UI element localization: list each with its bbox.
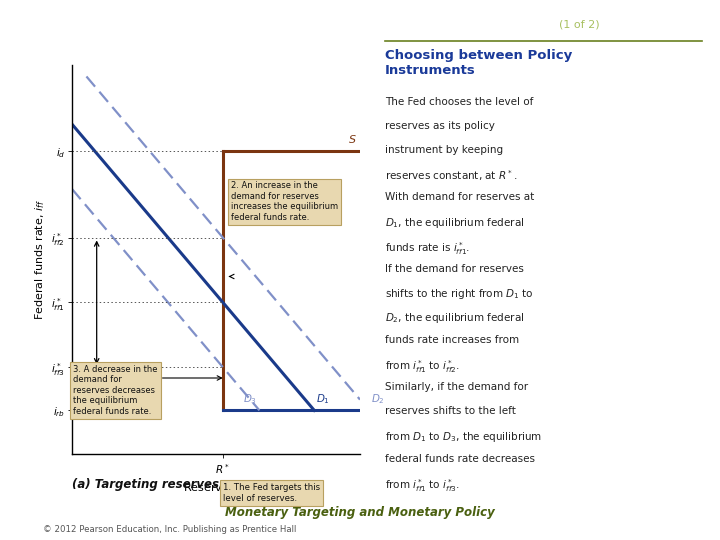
Text: The Fed chooses the level of: The Fed chooses the level of [385, 97, 534, 107]
Text: shifts to the right from $D_1$ to: shifts to the right from $D_1$ to [385, 287, 534, 301]
Text: Figure 15.5: Figure 15.5 [398, 18, 474, 31]
Text: funds rate increases from: funds rate increases from [385, 335, 519, 345]
Y-axis label: Federal funds rate, $i_{ff}$: Federal funds rate, $i_{ff}$ [33, 199, 47, 320]
Text: $D_1$, the equilibrium federal: $D_1$, the equilibrium federal [385, 216, 525, 230]
Text: funds rate is $i^*_{ff1}$.: funds rate is $i^*_{ff1}$. [385, 240, 470, 256]
Text: 46 of 61: 46 of 61 [642, 519, 690, 529]
Text: With demand for reserves at: With demand for reserves at [385, 192, 534, 202]
Text: instrument by keeping: instrument by keeping [385, 145, 503, 155]
Text: Monetary Targeting and Monetary Policy: Monetary Targeting and Monetary Policy [225, 507, 495, 519]
Text: reserves shifts to the left: reserves shifts to the left [385, 406, 516, 416]
Text: Similarly, if the demand for: Similarly, if the demand for [385, 382, 528, 393]
Text: from $i^*_{ff1}$ to $i^*_{ff3}$.: from $i^*_{ff1}$ to $i^*_{ff3}$. [385, 477, 460, 494]
X-axis label: Reserves, $R$: Reserves, $R$ [183, 481, 249, 494]
Text: If the demand for reserves: If the demand for reserves [385, 264, 524, 274]
Text: 2. An increase in the
demand for reserves
increases the equilibrium
federal fund: 2. An increase in the demand for reserve… [231, 181, 338, 221]
Text: from $i^*_{ff1}$ to $i^*_{ff2}$.: from $i^*_{ff1}$ to $i^*_{ff2}$. [385, 359, 460, 375]
Text: 1. The Fed targets this
level of reserves.: 1. The Fed targets this level of reserve… [223, 483, 320, 503]
Text: $D_2$: $D_2$ [371, 392, 384, 406]
Text: from $D_1$ to $D_3$, the equilibrium: from $D_1$ to $D_3$, the equilibrium [385, 430, 542, 444]
Text: Choosing between Policy
Instruments: Choosing between Policy Instruments [385, 49, 572, 77]
Text: $D_1$: $D_1$ [315, 392, 330, 406]
Text: S: S [348, 134, 356, 145]
Text: 3. A decrease in the
demand for
reserves decreases
the equilibrium
federal funds: 3. A decrease in the demand for reserves… [73, 365, 158, 416]
Text: reserves as its policy: reserves as its policy [385, 121, 495, 131]
Text: reserves constant, at $R^*$.: reserves constant, at $R^*$. [385, 168, 518, 183]
Text: $D_3$: $D_3$ [243, 392, 257, 406]
Text: (1 of 2): (1 of 2) [559, 20, 600, 30]
Text: $D_2$, the equilibrium federal: $D_2$, the equilibrium federal [385, 311, 525, 325]
Text: © 2012 Pearson Education, Inc. Publishing as Prentice Hall: © 2012 Pearson Education, Inc. Publishin… [43, 524, 297, 534]
Text: (a) Targeting reserves: (a) Targeting reserves [72, 478, 219, 491]
Text: federal funds rate decreases: federal funds rate decreases [385, 454, 535, 464]
